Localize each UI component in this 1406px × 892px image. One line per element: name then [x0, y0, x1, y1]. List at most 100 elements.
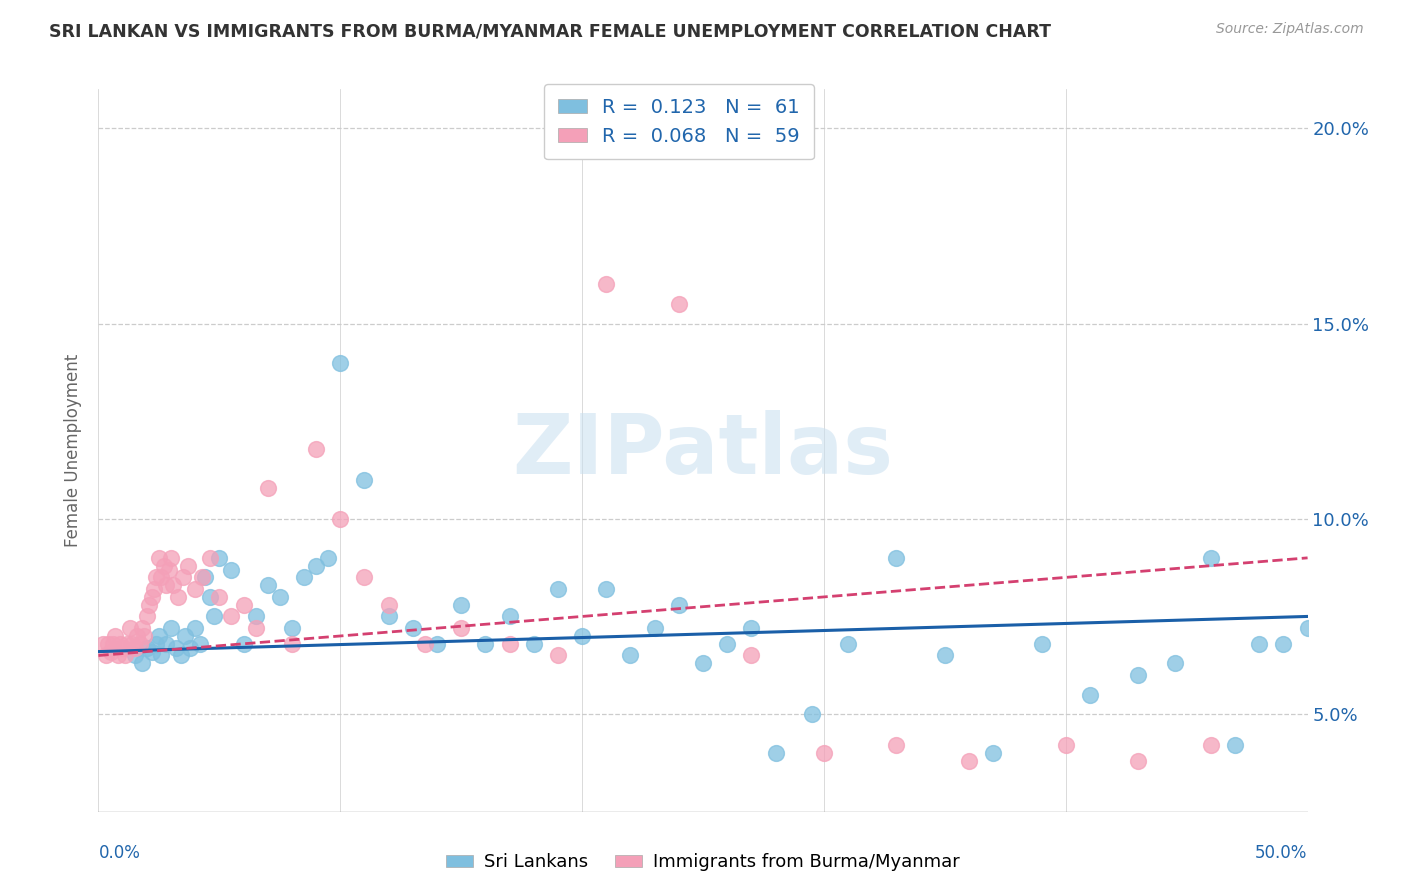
Point: [281, 637, 304, 651]
Point: [155, 578, 177, 592]
Point: [523, 637, 546, 651]
Point: [450, 621, 472, 635]
Point: [498, 637, 520, 651]
Point: [232, 637, 254, 651]
Point: [124, 640, 146, 655]
Text: Source: ZipAtlas.com: Source: ZipAtlas.com: [1216, 22, 1364, 37]
Point: [740, 621, 762, 635]
Point: [474, 637, 496, 651]
Point: [221, 609, 243, 624]
Text: ZIPatlas: ZIPatlas: [513, 410, 893, 491]
Point: [150, 648, 173, 663]
Point: [256, 578, 278, 592]
Point: [547, 582, 569, 596]
Point: [167, 590, 190, 604]
Point: [117, 637, 139, 651]
Point: [184, 621, 207, 635]
Point: [1128, 754, 1150, 768]
Point: [329, 355, 352, 369]
Point: [426, 637, 449, 651]
Point: [177, 558, 200, 573]
Point: [837, 637, 859, 651]
Point: [148, 629, 170, 643]
Point: [934, 648, 956, 663]
Point: [165, 640, 187, 655]
Point: [131, 657, 153, 671]
Point: [692, 657, 714, 671]
Point: [121, 637, 143, 651]
Point: [1128, 668, 1150, 682]
Point: [145, 637, 167, 651]
Point: [1078, 688, 1101, 702]
Point: [547, 648, 569, 663]
Point: [101, 637, 124, 651]
Point: [141, 644, 163, 658]
Point: [765, 746, 787, 760]
Point: [114, 648, 136, 663]
Point: [1031, 637, 1053, 651]
Point: [1054, 739, 1077, 753]
Point: [150, 570, 173, 584]
Point: [232, 598, 254, 612]
Point: [305, 442, 328, 456]
Text: 50.0%: 50.0%: [1256, 844, 1308, 863]
Point: [204, 609, 226, 624]
Point: [160, 621, 183, 635]
Point: [1249, 637, 1271, 651]
Point: [245, 609, 267, 624]
Point: [191, 570, 214, 584]
Point: [169, 648, 191, 663]
Point: [208, 550, 231, 565]
Text: 0.0%: 0.0%: [98, 844, 141, 863]
Point: [143, 582, 166, 596]
Point: [135, 609, 157, 624]
Point: [127, 629, 149, 643]
Point: [208, 590, 231, 604]
Point: [245, 621, 267, 635]
Point: [668, 297, 690, 311]
Point: [595, 277, 617, 292]
Point: [135, 640, 157, 655]
Point: [256, 481, 278, 495]
Point: [1223, 739, 1246, 753]
Point: [981, 746, 1004, 760]
Point: [107, 648, 129, 663]
Point: [571, 629, 593, 643]
Point: [97, 637, 120, 651]
Point: [353, 570, 375, 584]
Point: [740, 648, 762, 663]
Point: [174, 629, 197, 643]
Point: [644, 621, 666, 635]
Point: [377, 609, 399, 624]
Point: [198, 550, 221, 565]
Point: [145, 570, 167, 584]
Point: [886, 550, 908, 565]
Point: [91, 637, 114, 651]
Point: [329, 512, 352, 526]
Point: [138, 598, 160, 612]
Point: [668, 598, 690, 612]
Point: [179, 640, 201, 655]
Point: [128, 637, 150, 651]
Point: [353, 473, 375, 487]
Point: [148, 550, 170, 565]
Point: [162, 578, 184, 592]
Point: [450, 598, 472, 612]
Y-axis label: Female Unemployment: Female Unemployment: [65, 354, 83, 547]
Point: [141, 590, 163, 604]
Point: [221, 563, 243, 577]
Point: [281, 621, 304, 635]
Point: [184, 582, 207, 596]
Point: [1272, 637, 1295, 651]
Text: SRI LANKAN VS IMMIGRANTS FROM BURMA/MYANMAR FEMALE UNEMPLOYMENT CORRELATION CHAR: SRI LANKAN VS IMMIGRANTS FROM BURMA/MYAN…: [49, 22, 1052, 40]
Point: [957, 754, 980, 768]
Point: [413, 637, 436, 651]
Point: [108, 637, 131, 651]
Point: [94, 648, 117, 663]
Point: [104, 629, 127, 643]
Point: [377, 598, 399, 612]
Point: [118, 621, 141, 635]
Point: [100, 644, 122, 658]
Point: [595, 582, 617, 596]
Point: [800, 707, 823, 722]
